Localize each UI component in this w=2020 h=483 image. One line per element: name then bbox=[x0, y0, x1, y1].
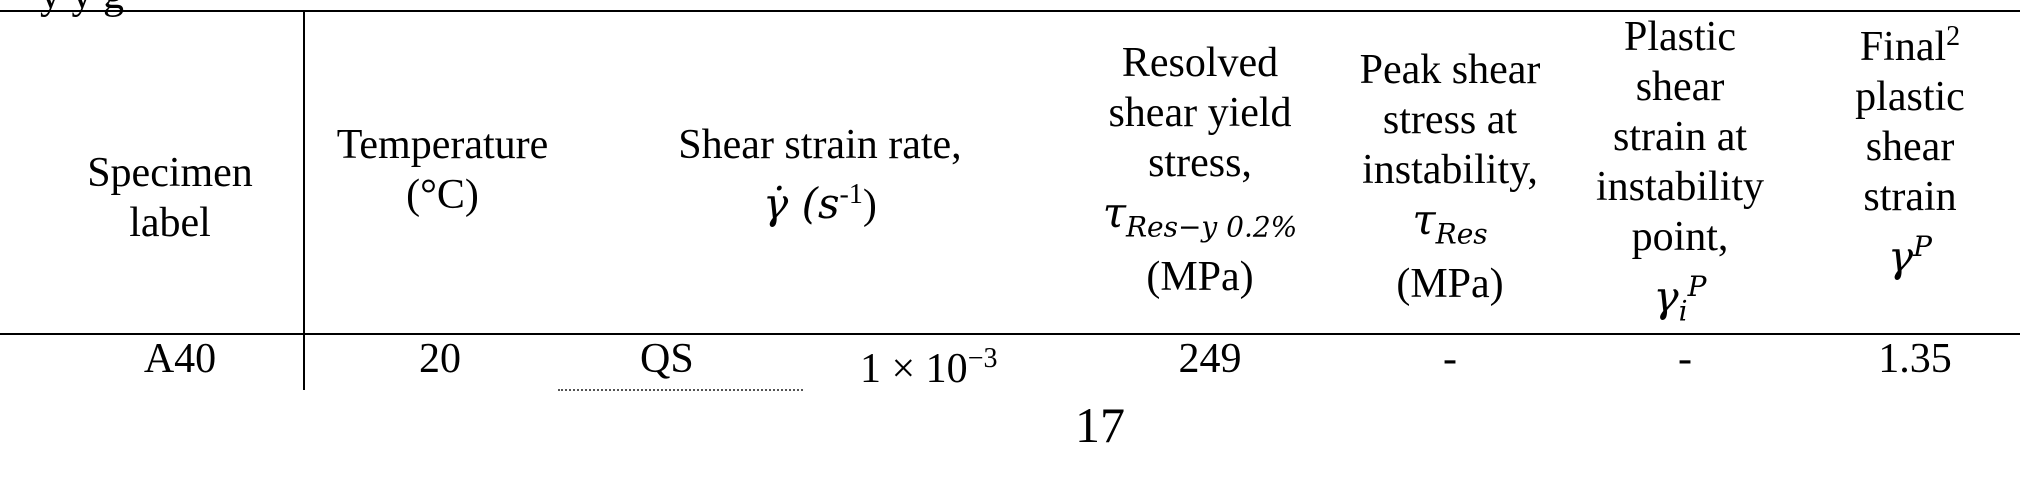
header-final-plastic: Final2 plastic shear strain γP bbox=[1855, 21, 1965, 281]
cell-rate-value: 1 × 10−3 bbox=[860, 343, 998, 392]
table-top-rule bbox=[0, 10, 2020, 12]
header-bottom-rule bbox=[0, 333, 2020, 335]
caption-fragment: y y g bbox=[40, 0, 124, 16]
cell-rate-type: QS bbox=[640, 336, 694, 382]
header-plastic-instability: Plastic shear strain at instability poin… bbox=[1596, 14, 1764, 328]
header-resolved-yield: Resolved shear yield stress, τRes−y 0.2%… bbox=[1102, 40, 1298, 301]
page-number: 17 bbox=[1075, 397, 1125, 453]
cell-resolved-yield: 249 bbox=[1178, 336, 1242, 382]
rate-group-underline bbox=[558, 389, 803, 391]
cell-peak-shear: - bbox=[1443, 336, 1457, 382]
header-peak-shear: Peak shear stress at instability, τRes (… bbox=[1359, 47, 1541, 308]
cell-temperature: 20 bbox=[419, 336, 461, 382]
header-specimen: Specimen label bbox=[87, 150, 253, 246]
cell-specimen: A40 bbox=[143, 336, 217, 382]
column-divider bbox=[303, 10, 305, 390]
cell-plastic-instability: - bbox=[1678, 336, 1692, 382]
header-temperature: Temperature (°C) bbox=[336, 122, 549, 218]
cell-final-plastic: 1.35 bbox=[1878, 336, 1952, 382]
header-strain-rate: Shear strain rate, γ̇ (s-1) bbox=[678, 122, 962, 228]
